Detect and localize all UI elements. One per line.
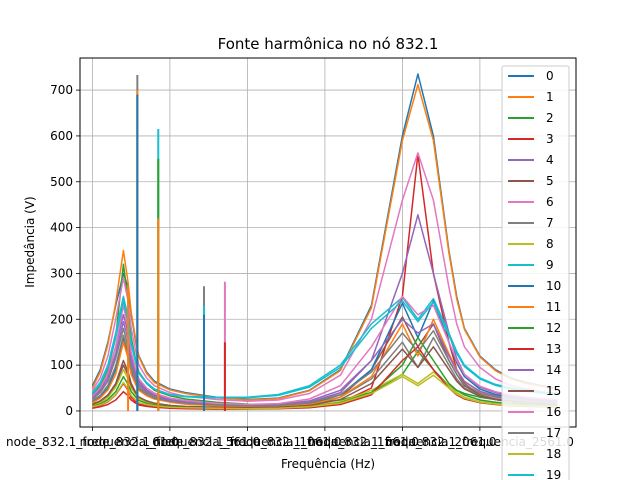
y-tick-label: 400 xyxy=(50,221,73,235)
y-tick-label: 200 xyxy=(50,312,73,326)
x-tick-label: node_832.1_frequencia_561.0 xyxy=(80,435,260,449)
legend-label: 17 xyxy=(546,426,561,440)
y-tick-label: 300 xyxy=(50,266,73,280)
x-axis-label: Frequência (Hz) xyxy=(281,457,375,471)
plot-frame xyxy=(79,57,577,428)
legend-label: 9 xyxy=(546,258,554,272)
legend-label: 11 xyxy=(546,300,561,314)
axis-ticks: node_832.1_frequencia_61.0node_832.1_fre… xyxy=(6,83,574,449)
x-tick-label: node_832.1_frequencia_1561.0 xyxy=(231,435,419,449)
y-tick-label: 0 xyxy=(65,404,73,418)
legend-label: 7 xyxy=(546,216,554,230)
legend-label: 19 xyxy=(546,468,561,480)
legend-label: 8 xyxy=(546,237,554,251)
y-tick-label: 100 xyxy=(50,358,73,372)
x-tick-label: node_832.1_frequencia_2061.0 xyxy=(308,435,496,449)
legend-label: 3 xyxy=(546,132,554,146)
legend-label: 2 xyxy=(546,111,554,125)
y-axis-label: Impedância (V) xyxy=(23,196,37,287)
legend-label: 14 xyxy=(546,363,561,377)
legend-label: 4 xyxy=(546,153,554,167)
x-tick-label: node_832.1_frequencia_1061.0 xyxy=(153,435,341,449)
legend-label: 12 xyxy=(546,321,561,335)
legend-label: 0 xyxy=(546,69,554,83)
legend-label: 6 xyxy=(546,195,554,209)
legend-label: 18 xyxy=(546,447,561,461)
y-tick-label: 600 xyxy=(50,129,73,143)
legend-label: 1 xyxy=(546,90,554,104)
legend-label: 13 xyxy=(546,342,561,356)
resonance-spikes xyxy=(127,74,226,411)
legend-label: 5 xyxy=(546,174,554,188)
grid xyxy=(80,58,576,427)
chart-title: Fonte harmônica no nó 832.1 xyxy=(218,35,439,53)
legend-box xyxy=(501,65,570,480)
y-tick-label: 700 xyxy=(50,83,73,97)
x-tick-label: node_832.1_frequencia_61.0 xyxy=(6,435,179,449)
y-tick-label: 500 xyxy=(50,175,73,189)
legend-label: 16 xyxy=(546,405,561,419)
legend-label: 10 xyxy=(546,279,561,293)
series-line-1 xyxy=(91,83,558,401)
legend-label: 15 xyxy=(546,384,561,398)
